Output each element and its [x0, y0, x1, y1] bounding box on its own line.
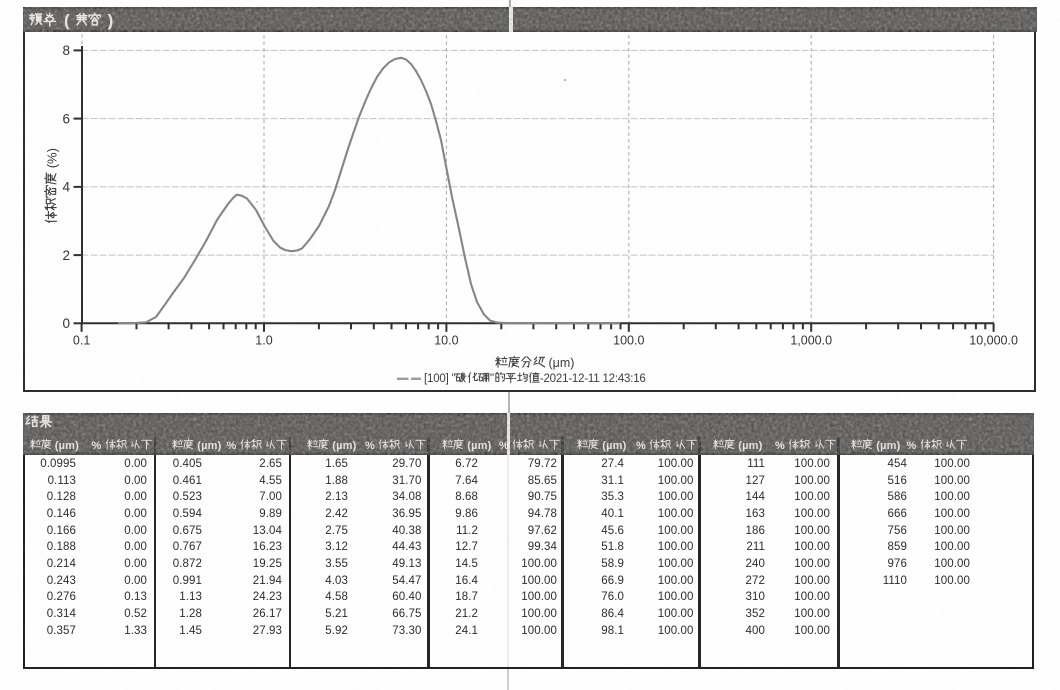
svg-text:4: 4: [62, 180, 70, 195]
svg-text:2: 2: [62, 248, 70, 263]
svg-text:8: 8: [62, 43, 70, 58]
svg-text:10,000.0: 10,000.0: [969, 334, 1018, 348]
svg-text:0: 0: [62, 316, 70, 331]
svg-text:1,000.0: 1,000.0: [790, 334, 832, 348]
svg-text:6: 6: [62, 111, 70, 126]
svg-text:0.1: 0.1: [73, 334, 90, 348]
svg-text:100.0: 100.0: [613, 334, 644, 348]
svg-text:1.0: 1.0: [255, 334, 272, 348]
svg-text:10.0: 10.0: [434, 334, 458, 348]
